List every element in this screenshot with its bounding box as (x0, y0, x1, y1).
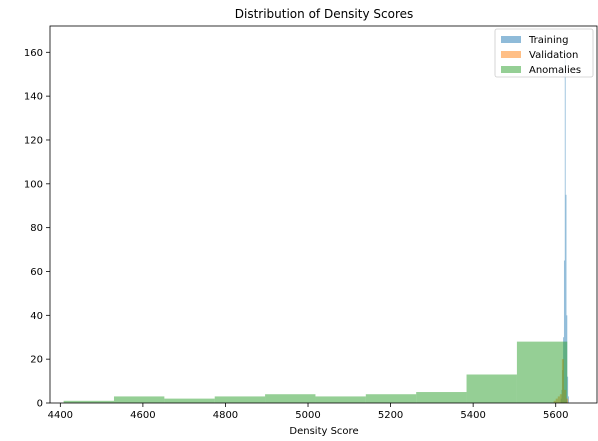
y-tick-label: 20 (30, 355, 43, 366)
legend-label-training: Training (528, 35, 568, 46)
bar-training-8 (567, 376, 569, 403)
bar-anomalies-9 (516, 341, 568, 403)
bar-training-4 (563, 260, 565, 403)
bar-anomalies-0 (63, 400, 114, 403)
legend-label-validation: Validation (529, 50, 578, 61)
x-tick-label: 5200 (378, 410, 403, 421)
bar-training-6 (565, 194, 567, 403)
y-tick-label: 80 (30, 223, 43, 234)
y-tick-label: 100 (24, 179, 43, 190)
plot-area (63, 52, 569, 403)
legend-swatch-anomalies (501, 66, 521, 73)
y-tick-label: 120 (24, 135, 43, 146)
bar-anomalies-5 (315, 396, 366, 403)
x-tick-label: 4600 (130, 410, 155, 421)
bar-training-9 (568, 396, 569, 403)
chart-title: Distribution of Density Scores (235, 7, 414, 21)
x-tick-label: 4400 (48, 410, 73, 421)
legend: Training Validation Anomalies (494, 28, 594, 78)
plot-frame (49, 25, 598, 404)
legend-swatch-training (501, 36, 521, 43)
y-tick-label: 160 (24, 48, 43, 59)
y-tick-label: 140 (24, 92, 43, 103)
bar-anomalies-7 (416, 392, 467, 403)
y-tick-label: 60 (30, 267, 43, 278)
bar-anomalies-8 (466, 374, 517, 403)
bar-anomalies-2 (164, 398, 215, 403)
x-axis-label: Density Score (289, 426, 358, 437)
x-tick-label: 5600 (543, 410, 568, 421)
bar-anomalies-3 (214, 396, 266, 403)
x-tick-label: 4800 (213, 410, 238, 421)
bar-anomalies-6 (365, 394, 417, 403)
x-axis: 4400 4600 4800 5000 5200 5400 5600 (48, 403, 568, 421)
x-tick-label: 5000 (295, 410, 320, 421)
y-axis: 0 20 40 60 80 100 120 140 160 (24, 48, 50, 410)
bar-anomalies-4 (265, 394, 316, 403)
x-tick-label: 5400 (460, 410, 485, 421)
legend-swatch-validation (501, 51, 521, 58)
bar-training-5 (564, 52, 566, 403)
y-tick-label: 0 (37, 399, 43, 410)
y-tick-label: 40 (30, 311, 43, 322)
bar-anomalies-1 (113, 396, 165, 403)
legend-label-anomalies: Anomalies (529, 65, 581, 76)
